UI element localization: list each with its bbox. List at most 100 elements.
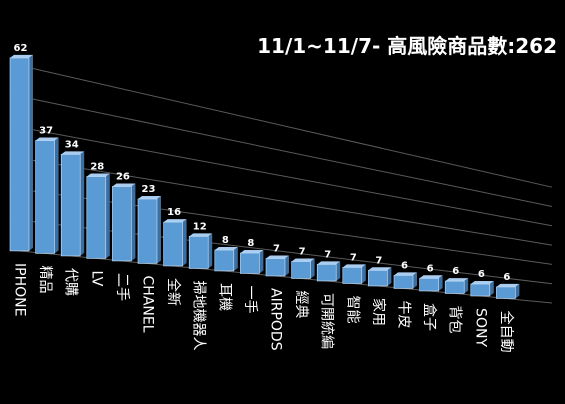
bar-side: [208, 233, 213, 269]
bar-front: [496, 286, 516, 299]
value-label: 6: [503, 272, 510, 283]
bar: [316, 261, 341, 282]
bar-front: [393, 275, 414, 289]
value-label: 62: [14, 43, 28, 54]
x-tick-label: 盒子: [421, 303, 438, 331]
bar-front: [342, 267, 363, 284]
bars: [9, 54, 520, 299]
bar-top: [138, 196, 161, 200]
bar: [291, 258, 315, 279]
bar-front: [265, 258, 286, 277]
x-tick-label: 全自動: [498, 311, 515, 353]
x-tick-labels: IPHONE 精品 代購 LV 二手 CHANEL 全新 掃地機器人 耳機 一手 AIRPODS 經典…: [12, 263, 515, 353]
bar-top: [394, 272, 417, 276]
bar-front: [60, 154, 81, 257]
x-tick-label: 牛皮: [396, 301, 412, 329]
value-label: 6: [478, 269, 485, 280]
bar: [368, 267, 392, 287]
bar-side: [310, 258, 315, 279]
value-label: 12: [193, 221, 207, 232]
bar: [163, 219, 187, 267]
x-tick-label: 精品: [37, 266, 53, 294]
bar-top: [266, 255, 289, 259]
bar-front: [188, 236, 209, 269]
bar-top: [496, 283, 520, 287]
bar-top: [291, 258, 315, 262]
bar-top: [189, 233, 213, 237]
bar-top: [445, 278, 469, 282]
bar-front: [137, 198, 158, 264]
bar-side: [182, 219, 187, 266]
bar: [86, 173, 110, 259]
bar-side: [413, 272, 417, 289]
x-tick-label: 智能: [344, 296, 360, 324]
bar-front: [291, 261, 311, 279]
bar-front: [444, 280, 465, 294]
x-tick-label: IPHONE: [12, 263, 28, 316]
value-label: 28: [90, 162, 104, 173]
bar-top: [61, 151, 85, 155]
bar-side: [387, 267, 392, 286]
bar-front: [9, 57, 30, 252]
value-label: 8: [247, 238, 254, 249]
bar-front: [35, 140, 55, 254]
value-label: 23: [142, 184, 156, 195]
x-tick-label: LV: [88, 271, 104, 287]
value-label: 26: [116, 171, 130, 182]
bar: [265, 255, 289, 277]
bar: [342, 264, 366, 284]
bar-side: [464, 278, 469, 294]
bar: [496, 283, 520, 299]
x-tick-label: CHANEL: [140, 276, 156, 333]
bar: [393, 272, 417, 289]
x-tick-label: 代購: [63, 268, 79, 296]
value-label: 34: [65, 139, 79, 150]
grid-line: [9, 124, 553, 227]
grid-line: [9, 62, 553, 188]
bar: [35, 137, 59, 254]
x-tick-label: 家用: [370, 298, 387, 326]
chart-title: 11/1~11/7- 高風險商品數:262: [257, 34, 557, 58]
bar-top: [368, 267, 392, 271]
x-tick-label: AIRPODS: [268, 288, 284, 351]
value-label: 6: [401, 260, 408, 271]
bar-top: [419, 275, 443, 279]
x-tick-label: 二手: [114, 273, 130, 301]
grid-line: [9, 156, 553, 246]
grid-line: [9, 249, 553, 304]
bar: [9, 54, 33, 252]
x-tick-label: SONY: [472, 308, 488, 347]
bar-front: [86, 176, 107, 259]
bar-side: [157, 196, 161, 264]
bar-side: [259, 250, 264, 274]
bar-side: [489, 281, 494, 296]
bar-side: [515, 283, 520, 299]
x-tick-label: 一手: [242, 286, 258, 314]
bar-side: [29, 54, 33, 251]
x-tick-label: 背包: [447, 306, 463, 334]
bar: [444, 278, 469, 294]
value-labels: 62 37 34 28 26 23 16 12 8 8 7 7 7 7 7 6 6 6 6 6: [14, 43, 511, 283]
bar-side: [80, 151, 85, 256]
value-label: 6: [452, 266, 459, 277]
bar-side: [105, 173, 110, 259]
bar-top: [240, 250, 264, 254]
bar-front: [240, 252, 260, 274]
bar-side: [336, 261, 341, 281]
grid-line: [9, 93, 553, 207]
bar-top: [35, 137, 59, 141]
x-tick-label: 經典: [293, 291, 309, 319]
value-label: 7: [324, 249, 331, 260]
value-label: 37: [39, 126, 53, 137]
value-label: 7: [350, 252, 357, 263]
bar-front: [163, 221, 183, 267]
bar-front: [419, 277, 439, 292]
x-tick-label: 全新: [165, 278, 182, 306]
bar-front: [316, 264, 337, 282]
bar: [112, 183, 136, 262]
bar-side: [131, 183, 136, 261]
bar: [419, 275, 443, 292]
bar-side: [438, 275, 443, 291]
